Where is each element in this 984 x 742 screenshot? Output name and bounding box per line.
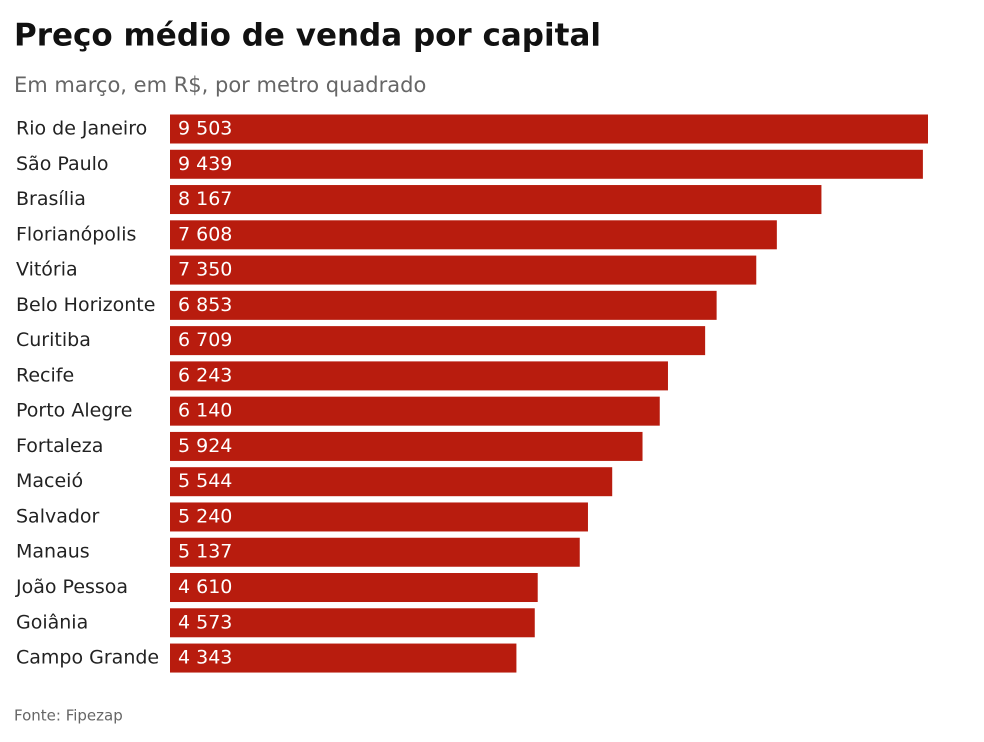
value-label: 5 137 bbox=[178, 541, 232, 563]
chart-subtitle: Em março, em R$, por metro quadrado bbox=[14, 73, 426, 97]
value-label: 4 343 bbox=[178, 647, 232, 669]
category-label: Belo Horizonte bbox=[16, 294, 155, 316]
bar bbox=[170, 502, 588, 532]
value-label: 6 243 bbox=[178, 364, 232, 386]
value-label: 6 709 bbox=[178, 329, 232, 351]
category-label: Maceió bbox=[16, 470, 83, 492]
value-label: 7 350 bbox=[178, 259, 232, 281]
value-label: 6 140 bbox=[178, 400, 232, 422]
value-label: 5 240 bbox=[178, 505, 232, 527]
value-label: 4 573 bbox=[178, 611, 232, 633]
category-label: São Paulo bbox=[16, 153, 109, 175]
category-label: Rio de Janeiro bbox=[16, 118, 147, 140]
bar bbox=[170, 537, 580, 567]
category-label: Manaus bbox=[16, 541, 90, 563]
category-label: João Pessoa bbox=[15, 576, 128, 598]
value-label: 9 439 bbox=[178, 153, 232, 175]
category-label: Florianópolis bbox=[16, 223, 136, 245]
bar bbox=[170, 255, 757, 285]
bar bbox=[170, 361, 668, 391]
value-label: 4 610 bbox=[178, 576, 232, 598]
bar bbox=[170, 326, 706, 356]
bar bbox=[170, 290, 717, 320]
category-label: Campo Grande bbox=[16, 647, 159, 669]
category-label: Curitiba bbox=[16, 329, 91, 351]
bar bbox=[170, 573, 538, 603]
bar bbox=[170, 185, 822, 215]
value-label: 6 853 bbox=[178, 294, 232, 316]
category-label: Goiânia bbox=[16, 611, 88, 633]
chart-title: Preço médio de venda por capital bbox=[14, 18, 601, 54]
bar bbox=[170, 114, 928, 144]
bar bbox=[170, 220, 777, 250]
value-label: 5 544 bbox=[178, 470, 232, 492]
value-label: 7 608 bbox=[178, 223, 232, 245]
value-label: 9 503 bbox=[178, 118, 232, 140]
bar bbox=[170, 643, 517, 673]
bar bbox=[170, 149, 923, 179]
category-label: Brasília bbox=[16, 188, 86, 210]
category-label: Recife bbox=[16, 364, 74, 386]
bar bbox=[170, 608, 535, 638]
bar bbox=[170, 467, 613, 497]
bar bbox=[170, 431, 643, 461]
category-label: Vitória bbox=[16, 259, 78, 281]
value-label: 5 924 bbox=[178, 435, 232, 457]
category-label: Salvador bbox=[16, 505, 100, 527]
category-label: Porto Alegre bbox=[16, 400, 132, 422]
value-label: 8 167 bbox=[178, 188, 232, 210]
source-note: Fonte: Fipezap bbox=[14, 707, 123, 725]
bar bbox=[170, 396, 660, 426]
category-label: Fortaleza bbox=[16, 435, 103, 457]
